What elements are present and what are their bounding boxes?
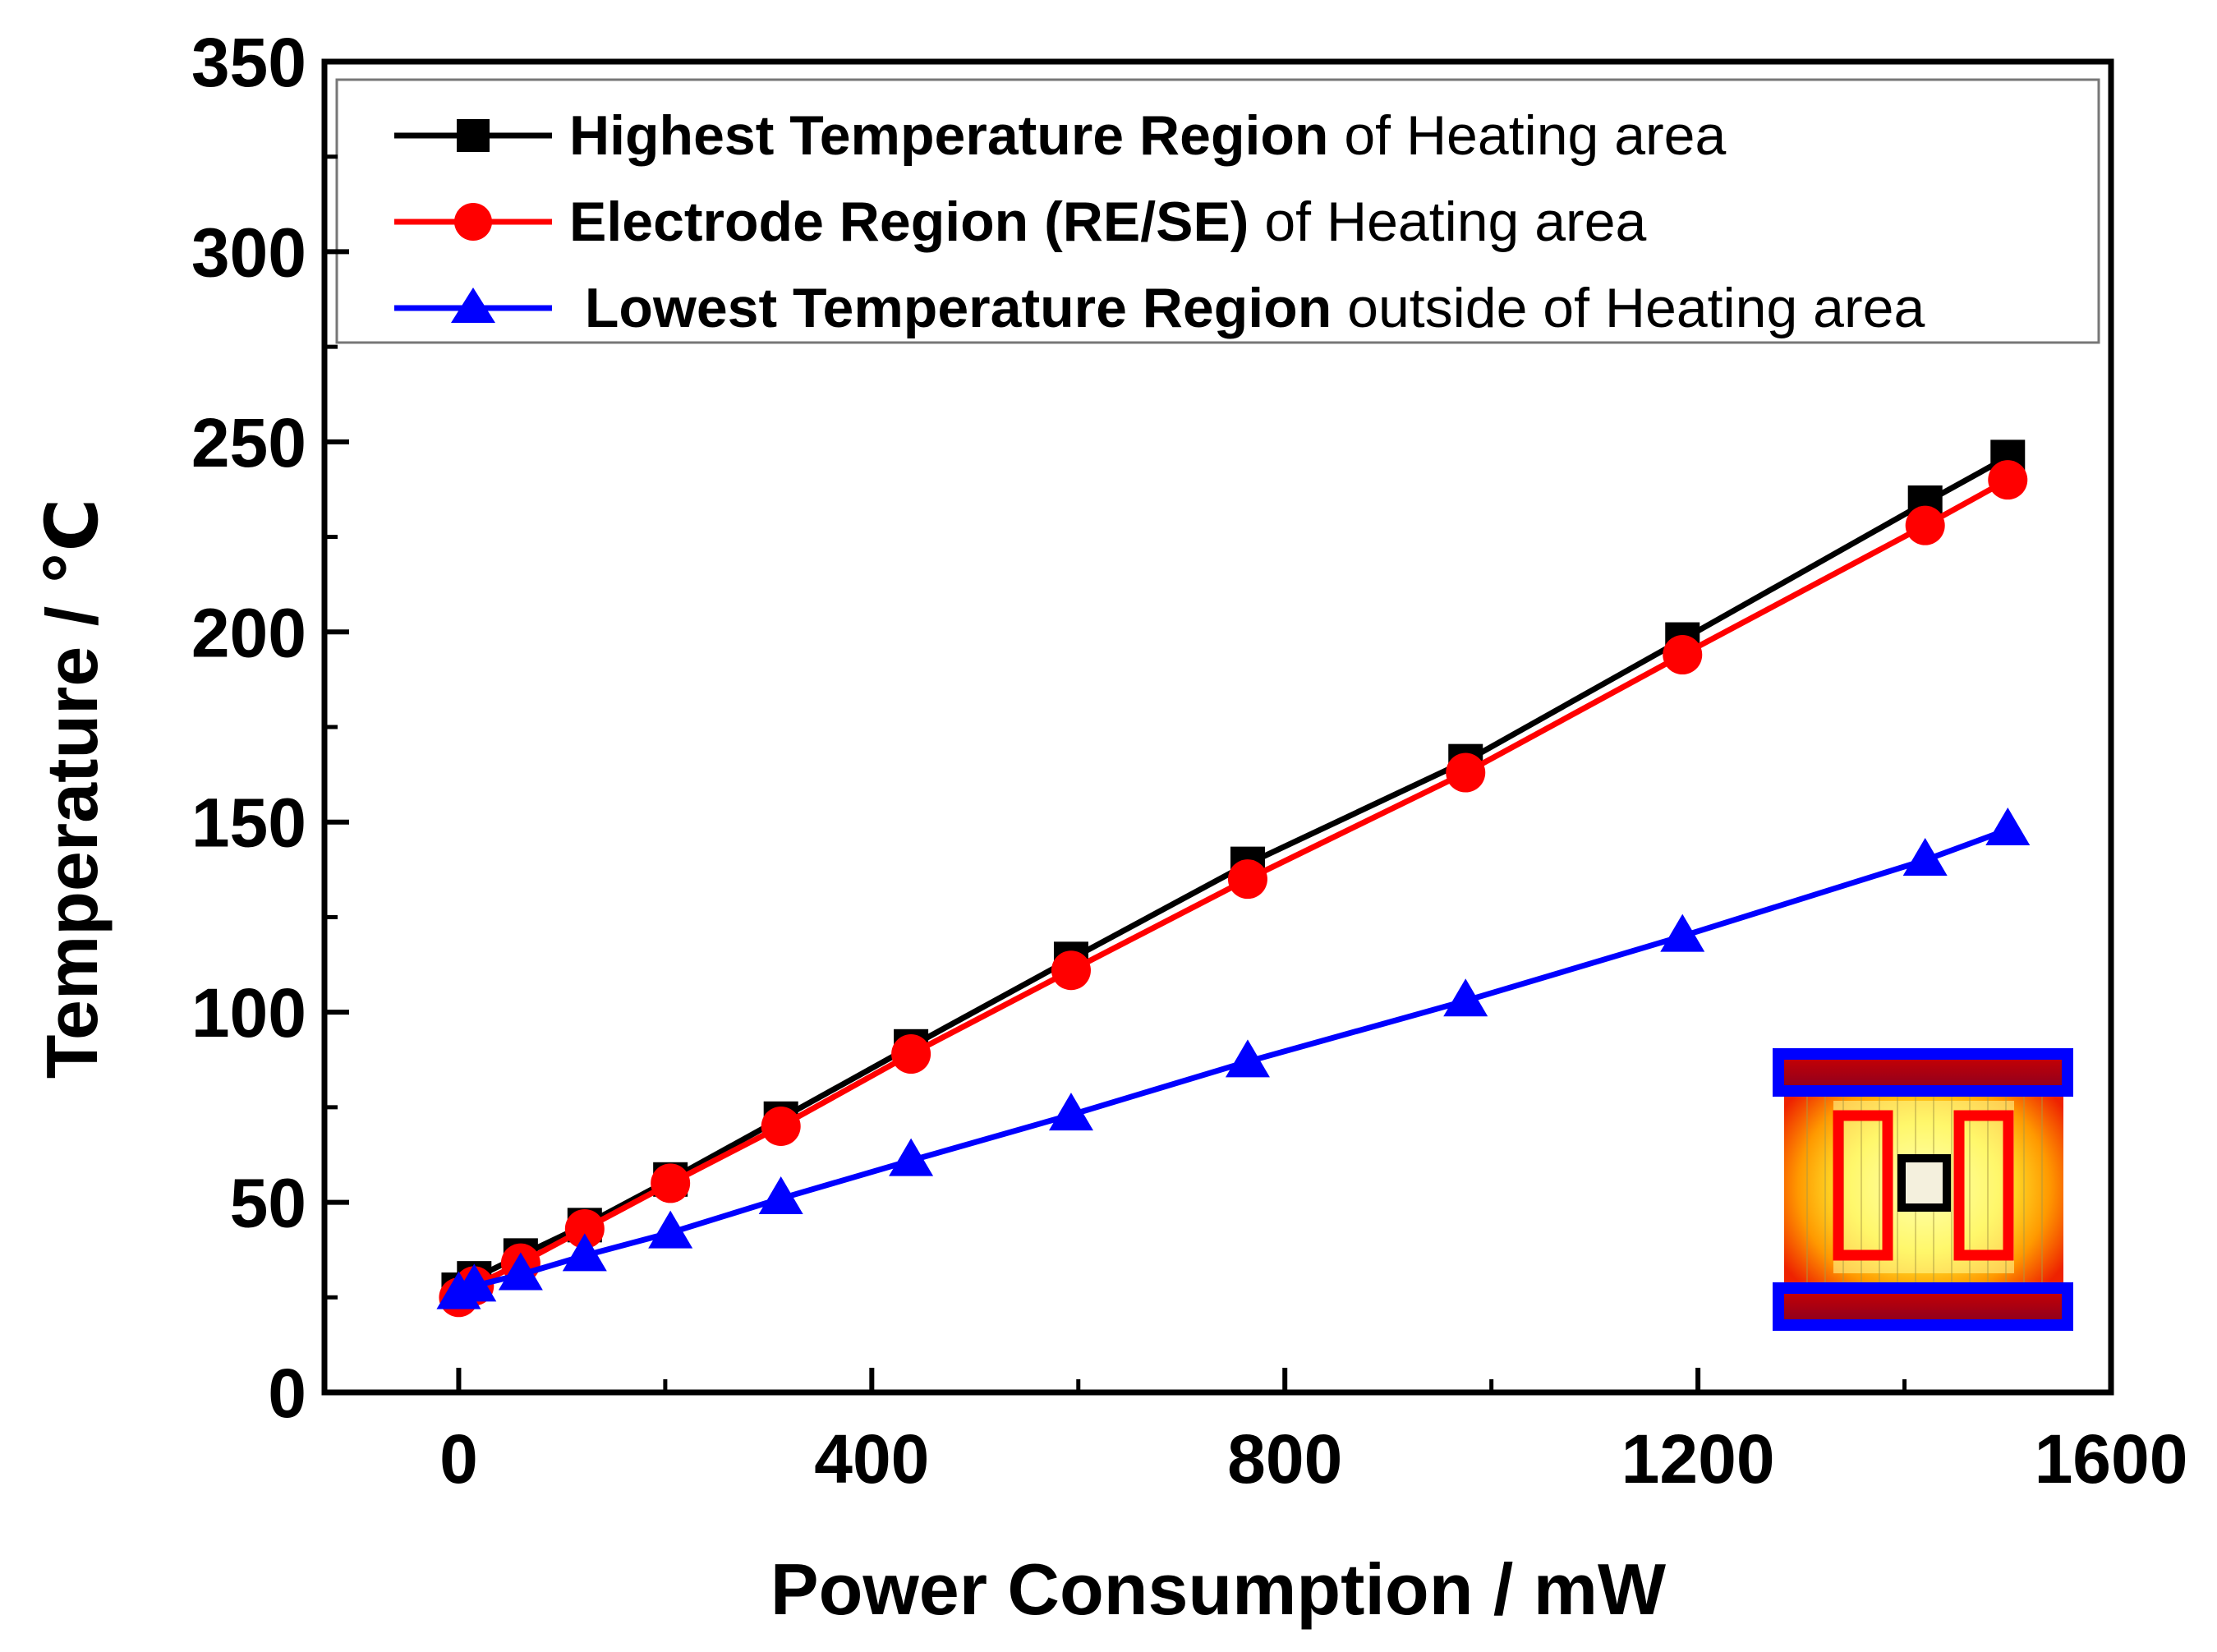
y-tick-label-350: 350 — [191, 24, 306, 101]
legend-marker-square — [457, 119, 490, 152]
legend-bold-lowest: Lowest Temperature Region — [569, 277, 1332, 339]
legend-label-highest: Highest Temperature Region of Heating ar… — [569, 104, 1727, 167]
y-tick-label-100: 100 — [191, 974, 306, 1051]
legend-label-electrode: Electrode Region (RE/SE) of Heating area — [569, 191, 1647, 253]
data-point-circle-5 — [761, 1107, 801, 1146]
legend-item-highest: Highest Temperature Region of Heating ar… — [394, 104, 1727, 167]
data-point-circle-12 — [1988, 460, 2028, 500]
legend-box — [335, 78, 2100, 344]
legend-marker-circle — [454, 203, 492, 241]
x-tick-label-0: 0 — [439, 1420, 478, 1498]
x-tick-label-1600: 1600 — [2035, 1420, 2188, 1498]
heater-inset — [1773, 1048, 2073, 1331]
x-tick-label-400: 400 — [814, 1420, 929, 1498]
inset-top-bar — [1773, 1048, 2073, 1097]
legend-rest-electrode: of Heating area — [1249, 191, 1646, 253]
data-point-circle-10 — [1663, 635, 1703, 675]
legend-bold-electrode: Electrode Region (RE/SE) — [569, 191, 1249, 253]
y-tick-label-50: 50 — [230, 1165, 306, 1242]
data-point-triangle-11 — [1902, 838, 1948, 876]
legend-bold-highest: Highest Temperature Region — [569, 104, 1328, 167]
legend-label-lowest: Lowest Temperature Region outside of Hea… — [569, 277, 1925, 339]
data-point-circle-9 — [1446, 752, 1486, 793]
data-point-triangle-1 — [452, 1263, 497, 1302]
y-tick-label-300: 300 — [191, 214, 306, 291]
legend: Highest Temperature Region of Heating ar… — [335, 78, 2100, 344]
inset-electrode-right — [1953, 1110, 2014, 1261]
data-point-triangle-5 — [758, 1176, 803, 1214]
series-layer — [436, 439, 2031, 1318]
data-point-circle-3 — [564, 1208, 605, 1249]
legend-rest-lowest: outside of Heating area — [1332, 277, 1925, 339]
data-point-circle-6 — [891, 1034, 931, 1074]
y-tick-label-250: 250 — [191, 404, 306, 481]
axis-ticks — [324, 59, 2114, 1395]
data-point-triangle-2 — [498, 1252, 543, 1291]
y-axis-title: Temperature / ℃ — [31, 499, 113, 1079]
data-point-circle-7 — [1051, 950, 1091, 991]
y-tick-label-150: 150 — [191, 785, 306, 862]
data-point-triangle-3 — [562, 1233, 607, 1272]
inset-electrode-left — [1833, 1110, 1893, 1261]
legend-item-lowest: Lowest Temperature Region outside of Hea… — [394, 277, 1925, 339]
inset-center-square — [1897, 1154, 1951, 1212]
x-axis-title: Power Consumption / mW — [770, 1548, 1666, 1630]
y-tick-label-200: 200 — [191, 594, 306, 671]
x-tick-label-1200: 1200 — [1621, 1420, 1775, 1498]
data-point-circle-8 — [1227, 859, 1267, 900]
legend-marker-triangle — [451, 288, 495, 323]
data-point-triangle-10 — [1660, 913, 1705, 952]
data-point-circle-11 — [1905, 505, 1945, 545]
data-point-circle-4 — [651, 1163, 691, 1203]
y-tick-label-0: 0 — [268, 1355, 306, 1432]
data-point-triangle-9 — [1443, 978, 1488, 1017]
inset-bottom-bar — [1773, 1282, 2073, 1331]
x-tick-label-800: 800 — [1227, 1420, 1342, 1498]
data-point-triangle-6 — [889, 1138, 934, 1176]
series-triangle — [436, 807, 2031, 1309]
data-point-triangle-12 — [1985, 807, 2031, 845]
data-point-triangle-4 — [648, 1210, 693, 1249]
legend-item-electrode: Electrode Region (RE/SE) of Heating area — [394, 191, 1647, 253]
legend-rest-highest: of Heating area — [1328, 104, 1726, 167]
data-point-triangle-8 — [1225, 1039, 1270, 1078]
axis-tick-labels: 0 400 800 1200 1600 0 50 100 150 200 250 300 350 — [191, 24, 2188, 1498]
data-point-triangle-7 — [1048, 1093, 1093, 1131]
